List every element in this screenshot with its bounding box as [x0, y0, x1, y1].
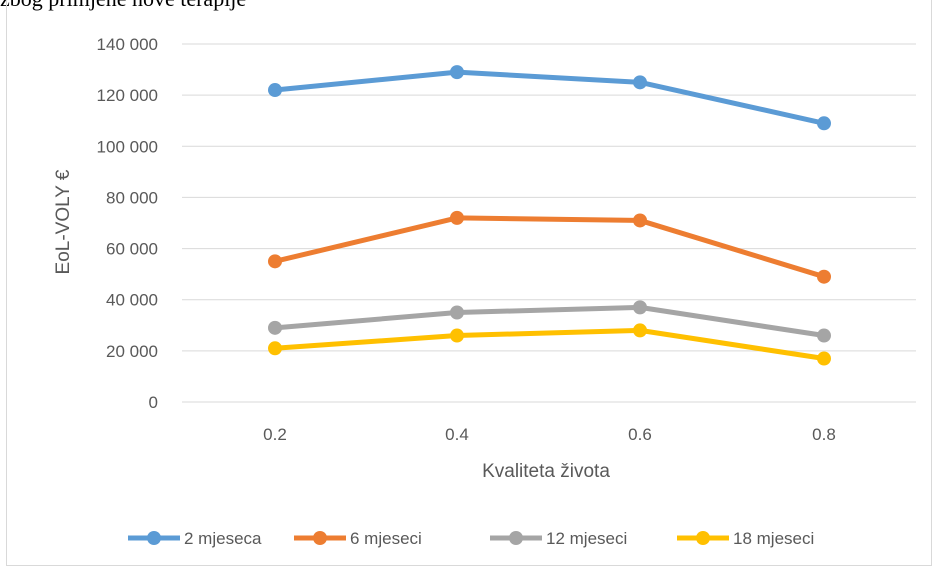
- data-point: [817, 116, 831, 131]
- series-4: [268, 323, 831, 366]
- series-line: [272, 215, 827, 280]
- x-tick-label: 0.6: [628, 425, 652, 444]
- data-point: [633, 75, 647, 90]
- series-1: [268, 65, 831, 131]
- y-tick-label: 60 000: [106, 240, 158, 259]
- series-3: [268, 300, 831, 343]
- legend-item: 6 mjeseci: [294, 529, 422, 548]
- y-tick-label: 0: [149, 393, 158, 412]
- legend-item: 12 mjeseci: [490, 529, 627, 548]
- y-tick-label: 120 000: [97, 86, 158, 105]
- x-tick-label: 0.8: [812, 425, 836, 444]
- data-point: [633, 213, 647, 228]
- legend-label: 18 mjeseci: [733, 529, 814, 548]
- legend-label: 2 mjeseca: [184, 529, 262, 548]
- data-point: [450, 65, 464, 80]
- x-tick-label: 0.4: [445, 425, 469, 444]
- data-point: [633, 300, 647, 315]
- series-line: [272, 69, 827, 126]
- series-group: [268, 65, 831, 366]
- y-tick-label: 140 000: [97, 35, 158, 54]
- series-line: [272, 304, 827, 339]
- data-point: [817, 351, 831, 366]
- y-tick-label: 100 000: [97, 137, 158, 156]
- x-tick-label: 0.2: [263, 425, 287, 444]
- gridlines: [182, 43, 916, 403]
- data-point: [268, 320, 282, 335]
- series-2: [268, 210, 831, 284]
- legend-item: 18 mjeseci: [677, 529, 814, 548]
- data-point: [268, 341, 282, 356]
- legend-swatch-marker: [509, 531, 523, 545]
- series-line: [272, 327, 827, 362]
- y-tick-label: 40 000: [106, 291, 158, 310]
- legend-swatch-marker: [313, 531, 327, 545]
- data-point: [268, 254, 282, 269]
- data-point: [450, 305, 464, 320]
- legend-item: 2 mjeseca: [128, 529, 262, 548]
- y-tick-label: 20 000: [106, 342, 158, 361]
- y-axis-ticks: 0 20 000 40 000 60 000 80 000 100 000 120 000 1…: [97, 35, 158, 412]
- legend-label: 12 mjeseci: [546, 529, 627, 548]
- data-point: [450, 210, 464, 225]
- legend-swatch-marker: [696, 531, 710, 545]
- legend: 2 mjeseca 6 mjeseci 12 mjeseci 18 mjeseci: [128, 529, 814, 548]
- x-axis-title: Kvaliteta života: [482, 461, 610, 482]
- data-point: [817, 269, 831, 284]
- legend-swatch-marker: [147, 531, 161, 545]
- y-axis-title: EoL-VOLY €: [53, 169, 74, 274]
- y-tick-label: 80 000: [106, 188, 158, 207]
- data-point: [268, 83, 282, 98]
- chart-frame: [6, 0, 932, 566]
- caption-text: zbog primjene nove terapije: [0, 0, 933, 14]
- data-point: [817, 328, 831, 343]
- x-axis-ticks: 0.2 0.4 0.6 0.8: [263, 425, 836, 444]
- legend-label: 6 mjeseci: [350, 529, 422, 548]
- data-point: [450, 328, 464, 343]
- data-point: [633, 323, 647, 338]
